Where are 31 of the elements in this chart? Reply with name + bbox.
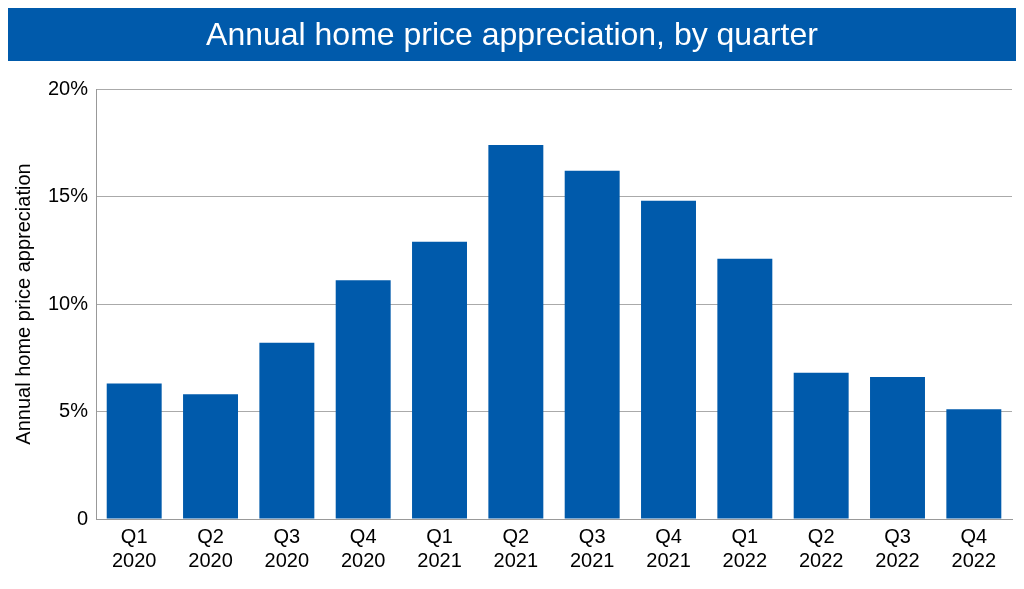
bar (870, 377, 925, 519)
x-tick-label: Q1 2020 (111, 524, 157, 571)
bar (412, 241, 467, 519)
x-tick-label: Q3 2020 (264, 524, 310, 571)
bar (641, 200, 696, 519)
bar (335, 280, 391, 519)
bar (564, 170, 620, 519)
x-tick-label: Q3 2021 (569, 524, 615, 571)
x-tick-label: Q1 2022 (722, 524, 768, 571)
x-tick-label: Q3 2022 (875, 524, 920, 571)
y-tick-label: 15% (48, 184, 89, 207)
x-tick-label: Q2 2020 (188, 524, 233, 571)
y-tick-label: 10% (48, 291, 89, 314)
x-tick-label: Q4 2021 (646, 524, 691, 571)
bar (793, 372, 849, 519)
bar (717, 258, 773, 519)
x-tick-label: Q4 2020 (340, 524, 386, 571)
x-tick-label: Q2 2021 (493, 524, 539, 571)
y-axis-title: Annual home price appreciation (11, 163, 34, 445)
y-tick-label: 5% (59, 399, 89, 422)
bar (946, 409, 1002, 519)
y-tick-label: 20% (48, 76, 89, 99)
bar (488, 144, 544, 519)
bar (259, 342, 315, 519)
bar (183, 394, 239, 519)
x-tick-label: Q1 2021 (417, 524, 462, 571)
bar (106, 383, 162, 519)
x-tick-label: Q4 2022 (951, 524, 997, 571)
chart-title: Annual home price appreciation, by quarter (8, 8, 1016, 61)
y-tick-label: 0 (76, 506, 89, 529)
x-tick-label: Q2 2022 (798, 524, 844, 571)
